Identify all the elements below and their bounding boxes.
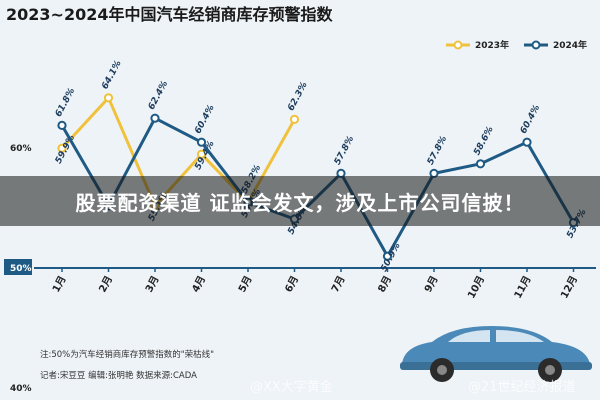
data-point [382,251,393,261]
xtick-label: 5月 [236,274,255,295]
data-label: 58.6% [472,125,495,157]
data-label: 64.1% [100,59,123,91]
xtick-label: 11月 [512,274,534,301]
y-axis: 60% 50% 40% [4,144,32,394]
banner-text: 股票配资渠道 证监会发文，涉及上市公司信披！ [75,190,525,215]
data-label: 60.4% [519,103,542,135]
note-credits: 记者:宋豆豆 编辑:张明艳 数据来源:CADA [40,370,197,381]
data-label: 62.3% [286,81,309,113]
data-point [196,149,207,159]
data-point [57,143,67,153]
xtick-label: 6月 [283,274,302,295]
data-label: 57.8% [426,135,449,167]
legend: 2023年 2024年 [446,39,587,51]
data-point [289,114,300,125]
xtick-label: 9月 [422,274,441,295]
chart-title: 2023~2024年中国汽车经销商库存预警指数 [6,5,333,24]
overlay-banner: 股票配资渠道 证监会发文，涉及上市公司信披！ [0,176,600,226]
watermark-left: @XX大字黄金 [250,380,333,395]
ytick-label: 40% [10,384,32,394]
data-point [522,137,532,147]
series-layer: 59.9%64.1%55.1%59.4%58.2%62.3%61.8%62.4%… [54,59,589,274]
data-point [475,159,486,169]
legend-2024: 2024年 [553,39,587,51]
ytick-label: 60% [10,144,32,154]
x-axis: 1月 2月 3月 4月 5月 6月 7月 8月 9月 10月 11月 12月 [34,267,596,301]
xtick-label: 7月 [329,274,348,295]
xtick-label: 10月 [465,274,487,301]
data-label: 57.8% [333,135,356,167]
data-label: 60.4% [193,103,216,135]
data-point [103,93,114,103]
data-label: 61.8% [54,87,77,119]
xtick-label: 4月 [190,274,209,295]
data-point [57,120,67,131]
data-label: 59.9% [54,133,77,165]
xtick-label: 2月 [97,274,116,295]
ytick-threshold-box [4,259,32,275]
ytick-label: 50% [10,264,32,274]
car-icon [400,326,592,382]
xtick-label: 12月 [558,274,580,301]
xtick-label: 8月 [376,274,395,295]
xtick-label: 1月 [50,274,69,295]
watermark-right: @21世纪经济报道 [468,380,576,395]
note-threshold: 注:50%为汽车经销商库存预警指数的"荣枯线" [40,349,214,360]
xtick-label: 3月 [143,274,162,295]
legend-2023: 2023年 [475,39,509,51]
data-point [150,113,160,123]
data-point [196,137,207,147]
data-label: 62.4% [147,79,170,111]
